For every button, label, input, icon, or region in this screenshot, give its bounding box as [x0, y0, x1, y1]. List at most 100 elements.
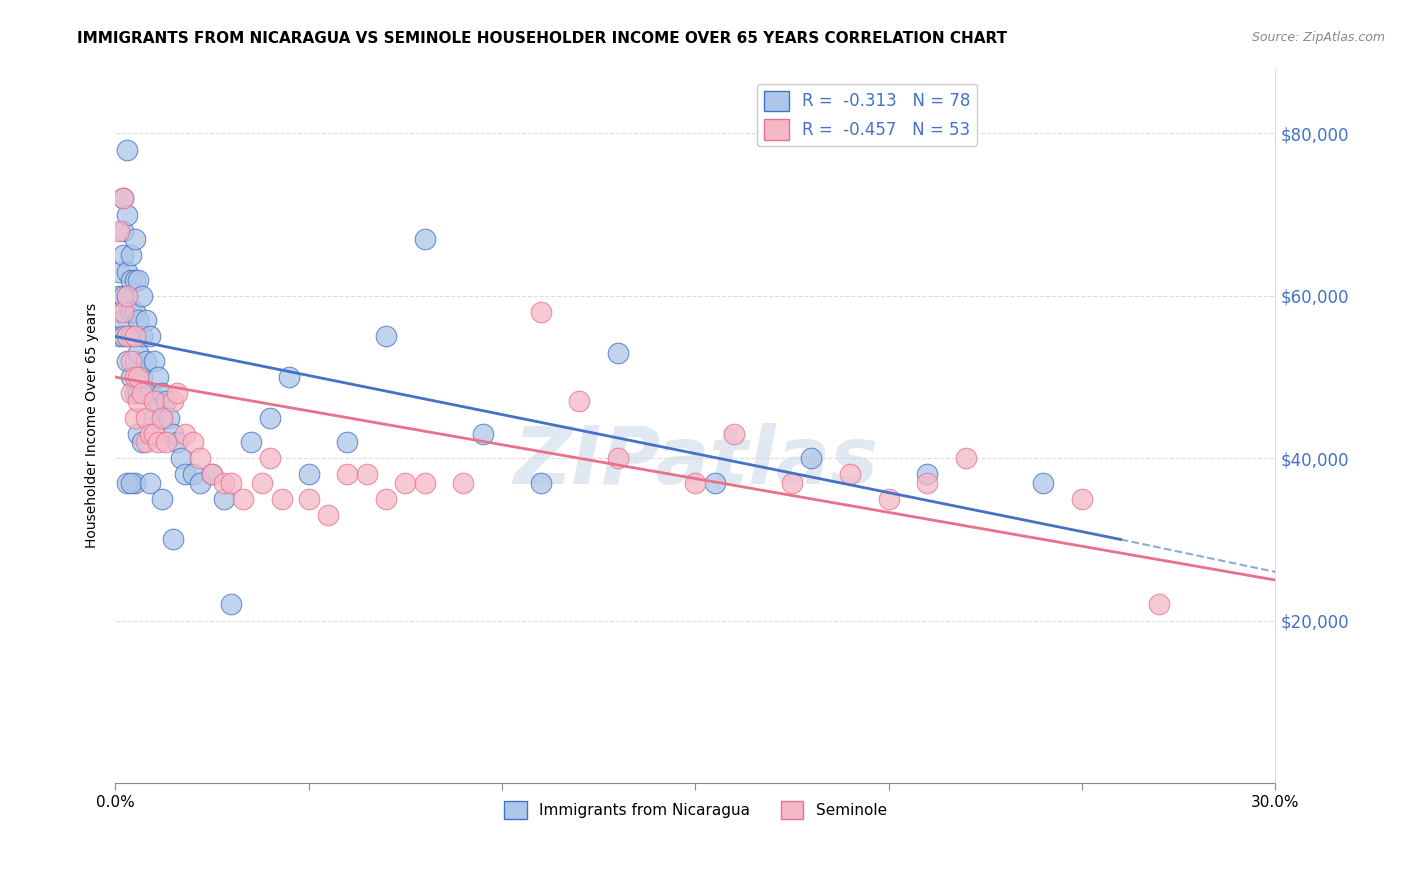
Point	[115, 289, 138, 303]
Point	[139, 475, 162, 490]
Point	[530, 305, 553, 319]
Point	[212, 475, 235, 490]
Point	[120, 475, 142, 490]
Point	[607, 345, 630, 359]
Point	[150, 410, 173, 425]
Point	[1071, 491, 1094, 506]
Point	[297, 491, 319, 506]
Point	[135, 435, 157, 450]
Point	[127, 313, 149, 327]
Point	[166, 435, 188, 450]
Point	[150, 410, 173, 425]
Point	[111, 289, 134, 303]
Point	[135, 313, 157, 327]
Point	[111, 329, 134, 343]
Point	[120, 272, 142, 286]
Point	[157, 410, 180, 425]
Point	[170, 451, 193, 466]
Point	[115, 289, 138, 303]
Text: IMMIGRANTS FROM NICARAGUA VS SEMINOLE HOUSEHOLDER INCOME OVER 65 YEARS CORRELATI: IMMIGRANTS FROM NICARAGUA VS SEMINOLE HO…	[77, 31, 1008, 46]
Point	[108, 224, 131, 238]
Point	[453, 475, 475, 490]
Point	[877, 491, 900, 506]
Point	[127, 426, 149, 441]
Point	[120, 370, 142, 384]
Point	[155, 435, 177, 450]
Point	[685, 475, 707, 490]
Point	[120, 386, 142, 401]
Point	[250, 475, 273, 490]
Point	[201, 467, 224, 482]
Point	[120, 248, 142, 262]
Point	[375, 329, 398, 343]
Point	[270, 491, 292, 506]
Point	[120, 354, 142, 368]
Point	[201, 467, 224, 482]
Point	[181, 467, 204, 482]
Point	[173, 426, 195, 441]
Point	[120, 305, 142, 319]
Point	[124, 475, 146, 490]
Point	[124, 370, 146, 384]
Point	[111, 191, 134, 205]
Point	[219, 598, 242, 612]
Point	[108, 264, 131, 278]
Point	[297, 467, 319, 482]
Point	[139, 386, 162, 401]
Point	[155, 394, 177, 409]
Point	[219, 475, 242, 490]
Point	[917, 467, 939, 482]
Point	[530, 475, 553, 490]
Point	[124, 329, 146, 343]
Point	[471, 426, 494, 441]
Point	[394, 475, 416, 490]
Point	[188, 475, 211, 490]
Point	[131, 329, 153, 343]
Point	[115, 475, 138, 490]
Point	[259, 410, 281, 425]
Point	[1032, 475, 1054, 490]
Y-axis label: Householder Income Over 65 years: Householder Income Over 65 years	[86, 303, 100, 549]
Point	[127, 272, 149, 286]
Point	[150, 386, 173, 401]
Point	[800, 451, 823, 466]
Point	[124, 354, 146, 368]
Point	[142, 394, 165, 409]
Point	[124, 232, 146, 246]
Point	[115, 354, 138, 368]
Text: Source: ZipAtlas.com: Source: ZipAtlas.com	[1251, 31, 1385, 45]
Point	[139, 329, 162, 343]
Point	[239, 435, 262, 450]
Point	[955, 451, 977, 466]
Point	[336, 435, 359, 450]
Point	[162, 533, 184, 547]
Point	[146, 435, 169, 450]
Point	[108, 305, 131, 319]
Point	[142, 354, 165, 368]
Point	[120, 329, 142, 343]
Point	[111, 248, 134, 262]
Text: ZIPatlas: ZIPatlas	[513, 423, 877, 500]
Point	[146, 370, 169, 384]
Point	[111, 191, 134, 205]
Point	[356, 467, 378, 482]
Point	[124, 329, 146, 343]
Point	[188, 451, 211, 466]
Point	[703, 475, 725, 490]
Point	[162, 426, 184, 441]
Point	[135, 410, 157, 425]
Point	[124, 386, 146, 401]
Point	[111, 224, 134, 238]
Point	[150, 491, 173, 506]
Point	[115, 329, 138, 343]
Point	[212, 491, 235, 506]
Point	[607, 451, 630, 466]
Point	[127, 394, 149, 409]
Point	[131, 289, 153, 303]
Point	[142, 426, 165, 441]
Point	[108, 289, 131, 303]
Point	[316, 508, 339, 522]
Point	[780, 475, 803, 490]
Point	[135, 386, 157, 401]
Point	[723, 426, 745, 441]
